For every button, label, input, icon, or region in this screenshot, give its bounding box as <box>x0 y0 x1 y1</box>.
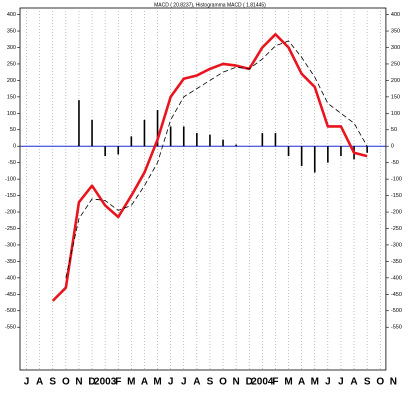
y-tick-label: 100 <box>391 111 400 117</box>
x-tick-label: D <box>246 377 253 388</box>
histogram-bar <box>287 146 290 157</box>
y-tick-label: -450 <box>5 292 16 298</box>
histogram-bar <box>130 136 133 147</box>
y-tick-label: -150 <box>391 193 402 199</box>
x-tick-label: J <box>168 377 174 388</box>
y-tick-label: 200 <box>391 78 400 84</box>
y-tick-label: 150 <box>7 94 16 100</box>
y-tick-label: -300 <box>391 242 402 248</box>
x-tick-label: J <box>338 377 344 388</box>
y-tick-label: 350 <box>7 28 16 34</box>
histogram-bar <box>169 126 172 147</box>
y-tick-label: -300 <box>5 242 16 248</box>
y-tick-label: 300 <box>7 45 16 51</box>
y-tick-label: 250 <box>7 61 16 67</box>
histogram-bar <box>366 146 368 153</box>
histogram-bar <box>274 133 277 147</box>
histogram-bar <box>91 119 93 147</box>
histogram-bar <box>313 146 316 173</box>
y-tick-label: 400 <box>7 12 16 18</box>
histogram-bar <box>182 126 185 147</box>
x-tick-label: A <box>298 377 305 388</box>
y-tick-label: -100 <box>391 177 402 183</box>
x-tick-label: S <box>207 377 214 388</box>
series-line <box>65 40 368 278</box>
y-tick-label: -100 <box>5 177 16 183</box>
x-tick-label: A <box>36 377 43 388</box>
plot-frame <box>19 7 387 371</box>
y-tick-label: -450 <box>391 292 402 298</box>
x-tick-label: M <box>127 377 135 388</box>
x-tick-label: N <box>75 377 82 388</box>
y-tick-label: 50 <box>10 127 16 133</box>
x-tick-label: N <box>233 377 240 388</box>
y-tick-label: -550 <box>391 325 402 331</box>
y-tick-label: -200 <box>391 209 402 215</box>
x-tick-label: M <box>284 377 292 388</box>
y-tick-label: 50 <box>391 127 397 133</box>
y-tick-label: 350 <box>391 28 400 34</box>
histogram-bar <box>300 146 303 166</box>
histogram-bar <box>235 144 237 147</box>
y-tick-label: 250 <box>391 61 400 67</box>
x-tick-label: O <box>376 377 384 388</box>
histogram-bar <box>209 134 211 147</box>
histogram-bar <box>222 139 224 147</box>
x-tick-label: F <box>115 377 121 388</box>
y-tick-label: -350 <box>5 259 16 265</box>
x-tick-label: S <box>49 377 56 388</box>
x-tick-label: F <box>272 377 278 388</box>
y-tick-label: -50 <box>8 160 16 166</box>
y-tick-label: 200 <box>7 78 16 84</box>
histogram-bar <box>156 110 159 147</box>
x-tick-label: J <box>24 377 30 388</box>
x-tick-label: 2004 <box>251 377 274 388</box>
histogram-bar <box>327 146 329 163</box>
histogram-bar <box>117 146 120 155</box>
y-tick-label: 0 <box>13 144 16 150</box>
y-tick-label: -200 <box>5 209 16 215</box>
x-tick-label: A <box>193 377 200 388</box>
y-tick-label: -50 <box>391 160 399 166</box>
x-tick-label: J <box>325 377 331 388</box>
x-tick-label: M <box>311 377 319 388</box>
x-tick-label: A <box>350 377 357 388</box>
x-tick-label: O <box>219 377 227 388</box>
chart-title: MACD ( 20.8237), Histogramma MACD ( 1.81… <box>154 2 266 8</box>
x-tick-label: J <box>181 377 187 388</box>
x-tick-label: O <box>62 377 70 388</box>
histogram-bar <box>340 146 342 157</box>
x-tick-label: A <box>141 377 148 388</box>
y-tick-label: 150 <box>391 94 400 100</box>
y-tick-label: -500 <box>5 308 16 314</box>
y-tick-label: -550 <box>5 325 16 331</box>
histogram-bar <box>261 133 264 147</box>
y-tick-label: -500 <box>391 308 402 314</box>
y-tick-label: -400 <box>5 275 16 281</box>
x-tick-label: M <box>153 377 161 388</box>
histogram-bar <box>196 133 198 147</box>
y-tick-label: 300 <box>391 45 400 51</box>
y-tick-label: -250 <box>391 226 402 232</box>
y-tick-label: 100 <box>7 111 16 117</box>
y-tick-label: -150 <box>5 193 16 199</box>
y-tick-label: 0 <box>391 144 394 150</box>
histogram-bar <box>143 119 146 147</box>
series-line <box>51 33 368 302</box>
histogram-bar <box>78 100 80 147</box>
y-tick-label: -350 <box>391 259 402 265</box>
histogram-bar <box>104 146 106 157</box>
x-tick-label: 2003 <box>94 377 117 388</box>
y-tick-label: -250 <box>5 226 16 232</box>
x-tick-label: D <box>88 377 95 388</box>
y-tick-label: 400 <box>391 12 400 18</box>
x-tick-label: S <box>364 377 371 388</box>
x-tick-label: N <box>390 377 397 388</box>
y-tick-label: -400 <box>391 275 402 281</box>
